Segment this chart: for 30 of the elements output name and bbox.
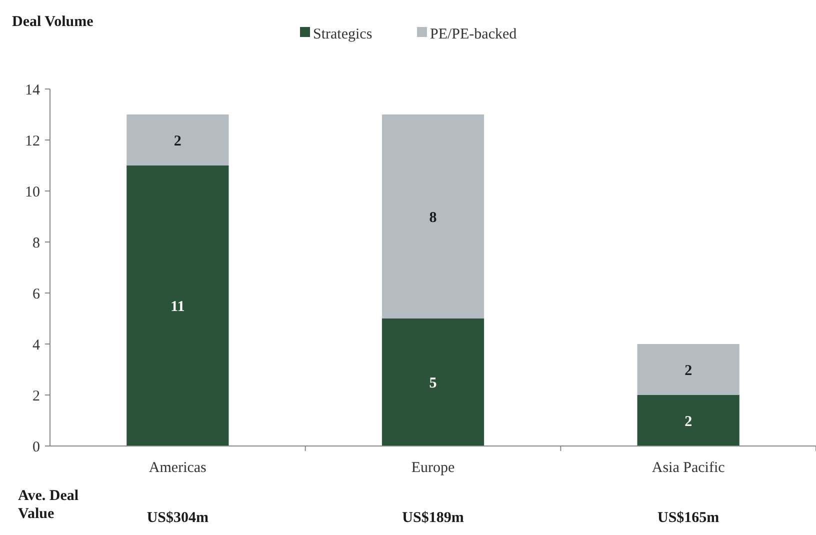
x-tick-label: Asia Pacific	[652, 460, 726, 476]
y-tick-label: 4	[32, 337, 40, 354]
chart-title: Deal Volume	[12, 14, 94, 30]
legend-label: PE/PE-backed	[430, 26, 518, 42]
data-label: 11	[170, 299, 185, 315]
bar	[382, 114, 484, 318]
data-label: 2	[174, 133, 182, 150]
y-tick-label: 0	[32, 439, 40, 456]
text: US$165m	[657, 510, 720, 526]
y-tick-label: 8	[32, 235, 40, 252]
data-label: 2	[684, 414, 692, 430]
data-label: 5	[429, 376, 437, 392]
y-tick-label: 14	[25, 82, 40, 98]
data-label: 8	[429, 210, 437, 226]
bar	[126, 114, 229, 166]
data-label: 2	[684, 362, 692, 379]
text: Ave. Deal Value	[18, 488, 79, 522]
y-tick-label: 12	[25, 133, 40, 150]
bar	[382, 318, 484, 446]
legend-label: Strategics	[313, 26, 372, 42]
y-tick-label: 6	[32, 286, 40, 302]
text: US$189m	[402, 510, 464, 526]
bar	[637, 395, 740, 446]
bar	[637, 344, 740, 395]
bar	[126, 166, 229, 446]
y-tick-label: 2	[32, 388, 40, 404]
x-tick-label: Europe	[411, 460, 455, 476]
y-tick-label: 10	[25, 184, 40, 200]
text: US$304m	[146, 510, 210, 526]
x-tick-label: Americas	[148, 460, 207, 476]
